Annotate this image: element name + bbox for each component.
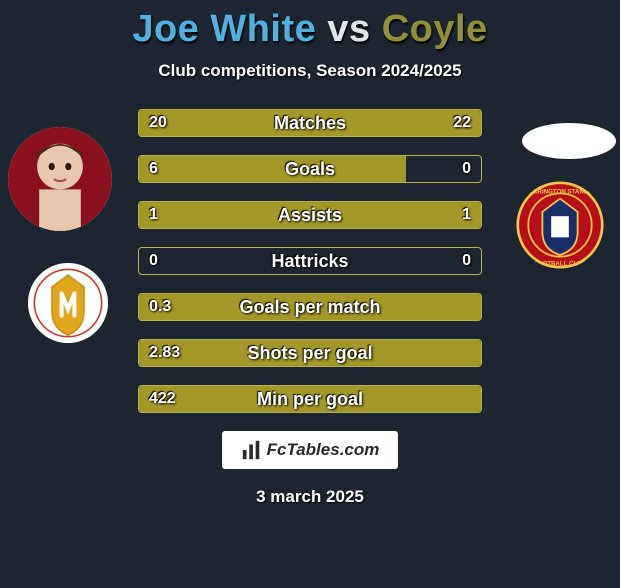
player1-avatar [8,127,112,231]
stat-value-right: 1 [462,202,471,228]
stat-label: Hattricks [139,248,481,274]
stat-row: 0.3Goals per match [138,293,482,321]
club-crest-icon [28,263,108,343]
subtitle: Club competitions, Season 2024/2025 [0,61,620,81]
stat-label: Goals [139,156,481,182]
stat-row: 2.83Shots per goal [138,339,482,367]
stat-bars: 20Matches226Goals01Assists10Hattricks00.… [138,109,482,413]
vs-separator: vs [327,8,370,50]
stat-label: Matches [139,110,481,136]
player2-avatar [522,123,616,159]
club-crest-icon: ACCRINGTON STANLEY FOOTBALL CLUB [516,181,604,269]
svg-text:FOOTBALL CLUB: FOOTBALL CLUB [534,260,587,267]
stat-label: Shots per goal [139,340,481,366]
brand-badge[interactable]: FcTables.com [222,431,398,469]
stat-value-right: 0 [462,156,471,182]
brand-text: FcTables.com [267,440,380,460]
stat-value-right: 0 [462,248,471,274]
snapshot-date: 3 march 2025 [0,487,620,507]
stat-value-right: 22 [453,110,471,136]
player2-name: Coyle [382,8,488,50]
player1-club-logo [28,263,108,343]
stat-label: Assists [139,202,481,228]
player1-name: Joe White [132,8,316,50]
player2-club-logo: ACCRINGTON STANLEY FOOTBALL CLUB [516,181,604,269]
stat-row: 20Matches22 [138,109,482,137]
comparison-stage: ACCRINGTON STANLEY FOOTBALL CLUB 20Match… [0,109,620,413]
stat-row: 422Min per goal [138,385,482,413]
stat-label: Goals per match [139,294,481,320]
stat-row: 6Goals0 [138,155,482,183]
stat-row: 0Hattricks0 [138,247,482,275]
face-icon [8,127,112,231]
bar-chart-icon [241,439,263,461]
comparison-title: Joe White vs Coyle [0,8,620,51]
stat-label: Min per goal [139,386,481,412]
stat-row: 1Assists1 [138,201,482,229]
svg-text:ACCRINGTON STANLEY: ACCRINGTON STANLEY [524,188,596,195]
